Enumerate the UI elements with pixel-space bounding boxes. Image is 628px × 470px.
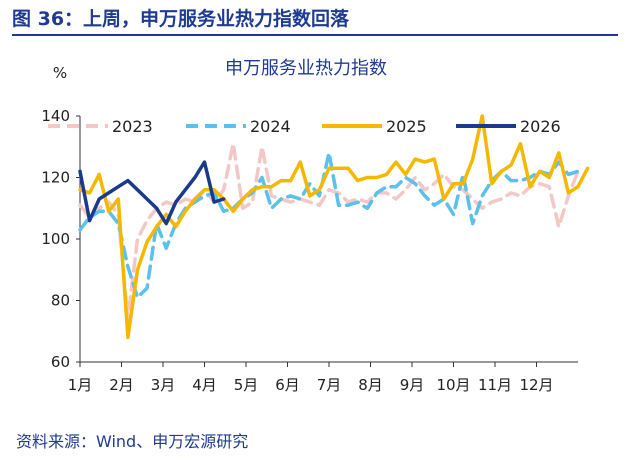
legend-label-2023: 2023 <box>112 117 153 136</box>
source-note: 资料来源：Wind、申万宏源研究 <box>16 432 249 451</box>
x-tick-label: 5月 <box>234 376 259 394</box>
series-line-2026 <box>78 160 226 226</box>
legend-label-2024: 2024 <box>250 117 291 136</box>
series-line-2024 <box>78 151 580 300</box>
x-tick-label: 12月 <box>519 376 553 394</box>
y-tick-label: 120 <box>41 169 70 187</box>
x-tick-label: 1月 <box>68 376 93 394</box>
x-tick-label: 8月 <box>358 376 383 394</box>
x-tick-label: 11月 <box>478 376 512 394</box>
x-tick-label: 3月 <box>151 376 176 394</box>
figure-title: 图 36：上周，申万服务业热力指数回落 <box>12 8 350 30</box>
y-axis-label: % <box>53 64 67 82</box>
chart: 申万服务业热力指数 % 60 80 100 120 140 1月 2月 3月 4月 5月 6月 7月 8… <box>41 58 590 394</box>
series-line-2023 <box>78 141 580 321</box>
title-divider <box>12 34 618 36</box>
y-tick-label: 100 <box>41 230 70 248</box>
y-tick-label: 140 <box>41 107 70 125</box>
chart-title: 申万服务业热力指数 <box>225 58 387 79</box>
series-layer <box>78 114 590 340</box>
y-tick-label: 60 <box>51 353 70 371</box>
series-line-2025 <box>78 114 590 340</box>
x-tick-label: 2月 <box>109 376 134 394</box>
legend-label-2026: 2026 <box>520 117 561 136</box>
x-tick-label: 7月 <box>317 376 342 394</box>
legend-label-2025: 2025 <box>386 117 427 136</box>
x-tick-label: 4月 <box>192 376 217 394</box>
axes: 60 80 100 120 140 1月 2月 3月 4月 5月 6月 7月 8月 9月 10月 11月 12月 <box>41 107 578 394</box>
y-tick-label: 80 <box>51 292 70 310</box>
legend: 2023 2024 2025 2026 <box>48 117 561 136</box>
x-tick-label: 9月 <box>400 376 425 394</box>
x-tick-label: 6月 <box>275 376 300 394</box>
x-tick-label: 10月 <box>436 376 470 394</box>
